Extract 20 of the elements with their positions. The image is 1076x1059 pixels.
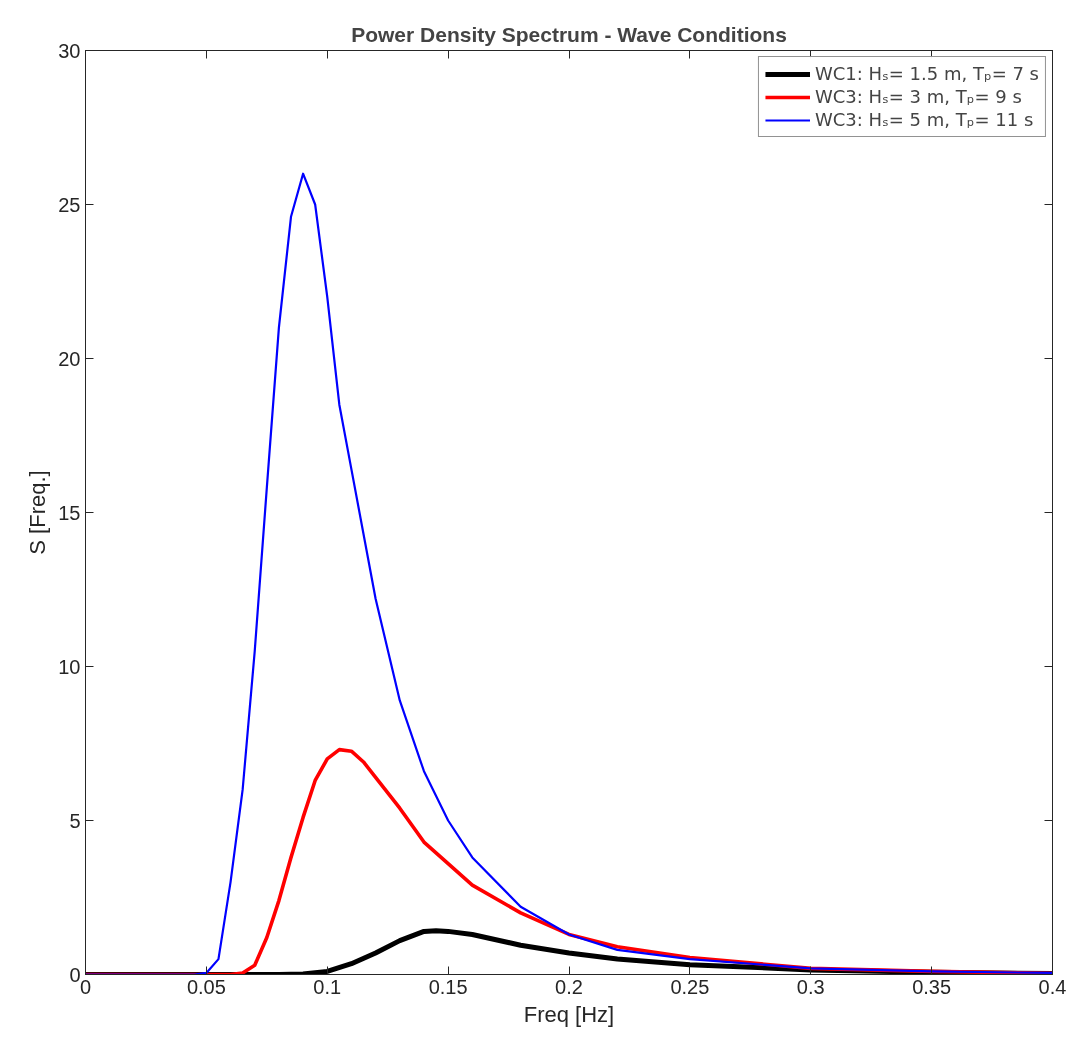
y-axis-title: S [Freq.] [25, 470, 51, 555]
x-tick-label: 0.25 [670, 975, 710, 998]
y-tick-label: 15 [58, 501, 81, 524]
x-tick-label: 0.15 [428, 975, 468, 998]
x-tick-label: 0.1 [313, 975, 342, 998]
x-tick-label: 0.4 [1038, 975, 1067, 998]
y-tick-label: 20 [58, 347, 81, 370]
legend-label: WC1: Hₛ= 1.5 m, Tₚ= 7 s [814, 63, 1039, 84]
y-tick-label: 25 [58, 193, 81, 216]
x-tick-label: 0.35 [912, 975, 952, 998]
x-tick-label: 0.3 [796, 975, 825, 998]
legend-label: WC3: Hₛ= 5 m, Tₚ= 11 s [814, 109, 1034, 130]
x-axis-title: Freq [Hz] [523, 1001, 615, 1027]
y-tick-label: 10 [58, 655, 81, 678]
y-tick-label: 30 [58, 39, 81, 62]
x-tick-label: 0.05 [186, 975, 226, 998]
x-tick-label: 0.2 [555, 975, 583, 998]
chart-title: Power Density Spectrum - Wave Conditions [351, 22, 787, 46]
legend-label: WC3: Hₛ= 3 m, Tₚ= 9 s [814, 86, 1022, 107]
y-tick-label: 5 [69, 809, 81, 832]
